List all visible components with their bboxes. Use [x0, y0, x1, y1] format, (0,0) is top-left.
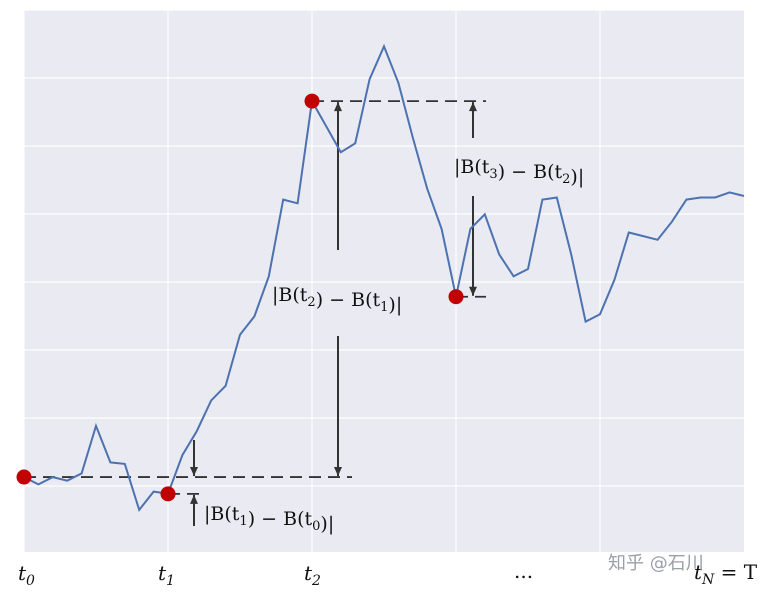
arrow-d3-down — [469, 196, 477, 296]
arrow-d2-up — [334, 102, 342, 250]
tick-tN: tN = T — [694, 560, 758, 588]
marked-point — [16, 469, 32, 485]
brownian-path-line — [23, 43, 745, 513]
marked-point — [448, 289, 464, 305]
arrow-d1-down — [190, 440, 198, 477]
tick-t1: t1 — [158, 561, 175, 589]
plot-background — [24, 10, 744, 552]
tick-dots: ... — [514, 559, 533, 583]
marked-points — [16, 93, 464, 502]
label-d2: |B(t2) − B(t1)| — [272, 284, 402, 316]
increment-arrows — [190, 102, 477, 526]
arrow-d2-down — [334, 336, 342, 477]
increment-labels: |B(t1) − B(t0)| |B(t2) − B(t1)| |B(t3) − B… — [204, 156, 584, 535]
marked-point — [304, 93, 320, 109]
marked-point — [160, 486, 176, 502]
arrow-d3-up — [469, 102, 477, 138]
tick-t0: t0 — [18, 561, 35, 589]
label-d1: |B(t1) − B(t0)| — [204, 503, 334, 535]
tick-t2: t2 — [304, 561, 321, 589]
x-tick-labels: t0 t1 t2... tN = T — [18, 559, 758, 589]
label-d3: |B(t3) − B(t2)| — [454, 156, 584, 188]
arrow-d1-up — [190, 494, 198, 526]
watermark: 知乎 @石川 — [608, 553, 704, 574]
